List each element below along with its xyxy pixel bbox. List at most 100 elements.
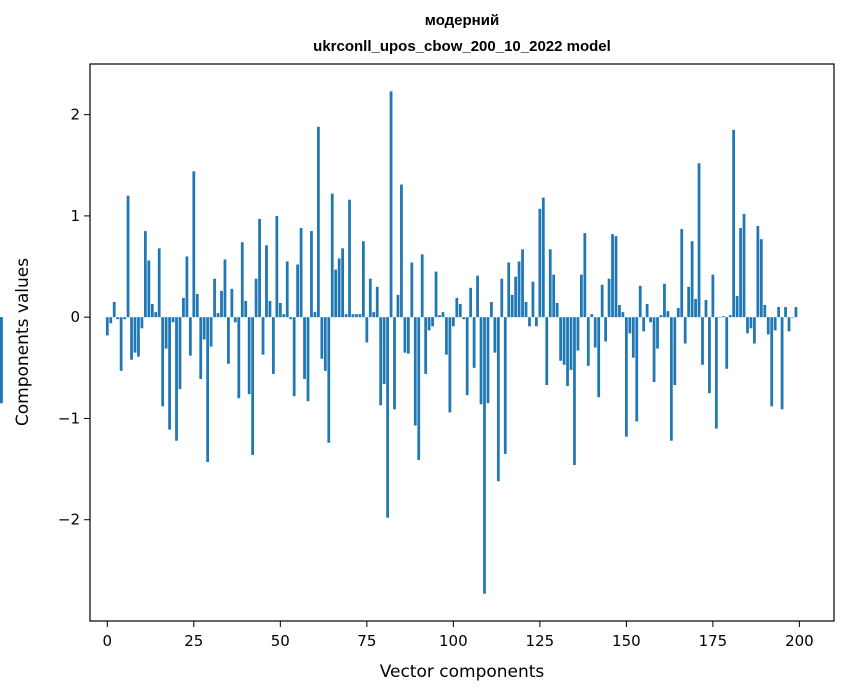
bars-group (0, 91, 798, 594)
bar (150, 304, 154, 318)
chart-subtitle: ukrconll_upos_cbow_200_10_2022 model (313, 38, 611, 55)
bar (292, 317, 296, 397)
bar (541, 197, 545, 318)
bar (607, 278, 611, 318)
bar (358, 314, 362, 318)
bar (220, 290, 223, 318)
bar (735, 295, 739, 318)
bar (673, 317, 677, 386)
bar (652, 317, 656, 382)
y-axis-label: Components values (13, 258, 33, 426)
bar (161, 317, 165, 407)
bar (164, 317, 168, 349)
bar (521, 249, 524, 318)
bar (645, 304, 649, 318)
bar (330, 193, 334, 318)
bar (396, 294, 400, 318)
y-tick-label: 0 (70, 308, 80, 326)
bar (514, 276, 518, 318)
bar (223, 259, 227, 318)
bar (746, 317, 749, 334)
bar (379, 317, 383, 406)
bar (306, 317, 310, 402)
bar (614, 236, 618, 318)
bar (721, 316, 725, 318)
bar (213, 278, 216, 318)
bar (496, 317, 500, 482)
bar (403, 317, 407, 353)
bar (593, 317, 597, 348)
bar (756, 226, 760, 318)
x-tick-label: 200 (785, 632, 814, 650)
bar (382, 317, 386, 385)
bar (753, 317, 756, 344)
bar (486, 317, 490, 404)
bar (393, 317, 396, 410)
bar (635, 317, 639, 422)
bar (313, 312, 317, 318)
bar (368, 278, 372, 318)
bar (230, 288, 234, 318)
bar (320, 317, 324, 359)
bar (479, 317, 483, 405)
bar (697, 163, 701, 318)
bar (147, 260, 151, 318)
bar (455, 297, 459, 318)
bar (227, 317, 230, 364)
bar (517, 261, 521, 318)
bar (417, 317, 421, 460)
bar (583, 233, 587, 318)
bar (424, 317, 428, 374)
bar (123, 317, 126, 320)
bar (538, 208, 542, 318)
bar (105, 317, 109, 336)
bar (621, 312, 625, 318)
bar (112, 301, 116, 318)
bar (791, 317, 794, 318)
bar (590, 314, 594, 318)
bar (659, 315, 663, 318)
bar (649, 317, 652, 323)
bar (192, 171, 196, 318)
bar (265, 245, 268, 318)
bar (0, 317, 3, 403)
bar (500, 278, 504, 318)
x-tick-label: 175 (699, 632, 728, 650)
bar (458, 304, 462, 318)
bar (240, 242, 244, 318)
bar (787, 317, 791, 332)
bar (714, 317, 718, 429)
bar (289, 317, 293, 320)
bar (296, 264, 300, 318)
bar (472, 317, 476, 368)
bar (445, 317, 448, 355)
bar (254, 278, 258, 318)
bar (178, 317, 182, 390)
bar (137, 317, 140, 357)
bar (656, 317, 659, 349)
bar (469, 287, 473, 318)
bar (431, 317, 434, 327)
bar (355, 314, 358, 318)
bar (278, 303, 282, 318)
bar (701, 317, 704, 365)
bar (763, 305, 767, 318)
bar (784, 307, 787, 318)
bar (361, 241, 365, 318)
bar (410, 262, 414, 318)
bar (642, 317, 646, 332)
bar (216, 313, 220, 318)
bar (600, 284, 604, 318)
bar (206, 317, 210, 463)
bar (528, 317, 531, 327)
bar (462, 317, 466, 320)
bar (704, 299, 708, 318)
bar (759, 239, 763, 318)
bar (604, 317, 607, 342)
bar (742, 213, 746, 318)
bar (400, 184, 403, 318)
bar (299, 228, 303, 318)
bar (663, 283, 666, 318)
bar (770, 317, 774, 407)
bar (794, 307, 798, 318)
